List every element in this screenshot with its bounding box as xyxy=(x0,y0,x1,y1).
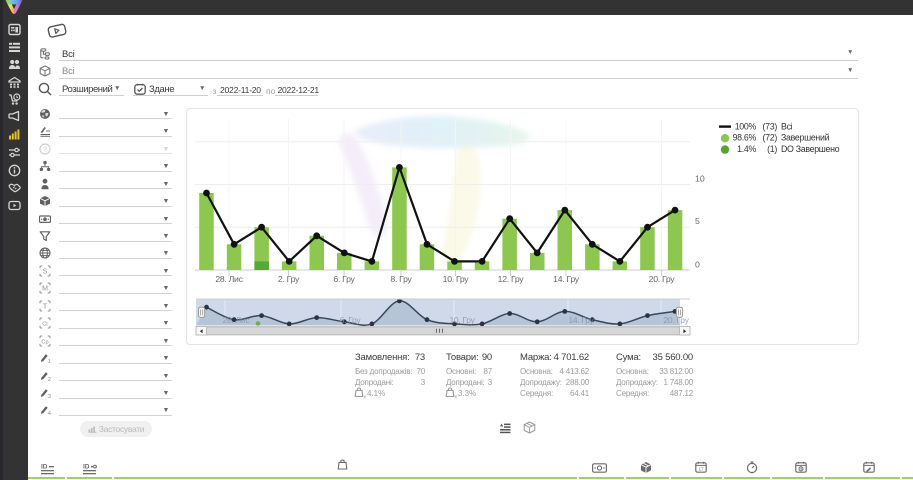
svg-text:T: T xyxy=(42,303,47,310)
svg-text:Завершений: Завершений xyxy=(781,133,830,143)
svg-text:20. Гру: 20. Гру xyxy=(663,315,689,325)
svg-text:ID: ID xyxy=(83,464,90,471)
svg-text:x: x xyxy=(364,395,367,400)
svg-text:2: 2 xyxy=(47,377,50,382)
svg-text:2. Гру: 2. Гру xyxy=(278,274,300,284)
svg-text:10. Гру: 10. Гру xyxy=(449,315,475,325)
svg-text:14. Гру: 14. Гру xyxy=(568,315,594,325)
svg-text:28. Лис: 28. Лис xyxy=(215,274,243,284)
svg-text:6. Гру: 6. Гру xyxy=(333,274,355,284)
svg-text:8. Гру: 8. Гру xyxy=(390,274,412,284)
svg-text:(1): (1) xyxy=(767,144,777,154)
svg-text:20. Гру: 20. Гру xyxy=(649,274,676,284)
svg-text:Всі: Всі xyxy=(781,121,793,131)
svg-text:10: 10 xyxy=(695,173,705,183)
svg-text:1.4%: 1.4% xyxy=(737,144,756,154)
svg-text:6. Гру: 6. Гру xyxy=(340,315,362,325)
svg-text:28. Лис: 28. Лис xyxy=(223,315,251,325)
svg-text:5: 5 xyxy=(695,216,700,226)
svg-text:M: M xyxy=(42,286,48,293)
svg-text:?: ? xyxy=(43,146,47,153)
svg-text:14. Гру: 14. Гру xyxy=(553,274,580,284)
svg-text:ID: ID xyxy=(41,464,48,471)
svg-text:12. Гру: 12. Гру xyxy=(498,274,525,284)
svg-text:(73): (73) xyxy=(763,121,778,131)
svg-text:S: S xyxy=(42,268,47,275)
svg-text:Ct: Ct xyxy=(42,322,48,328)
svg-text:4: 4 xyxy=(47,411,50,416)
svg-text:DO Завершено: DO Завершено xyxy=(781,144,840,154)
svg-text:100%: 100% xyxy=(735,121,757,131)
svg-text:17: 17 xyxy=(698,467,704,472)
svg-text:98.6%: 98.6% xyxy=(733,133,757,143)
svg-text:3: 3 xyxy=(47,394,50,399)
svg-text:(72): (72) xyxy=(763,133,778,143)
svg-text:10. Гру: 10. Гру xyxy=(443,274,470,284)
svg-text:1: 1 xyxy=(47,359,50,364)
svg-text:0: 0 xyxy=(695,259,700,269)
svg-text:Cp: Cp xyxy=(41,339,48,345)
svg-text:x: x xyxy=(455,395,458,400)
